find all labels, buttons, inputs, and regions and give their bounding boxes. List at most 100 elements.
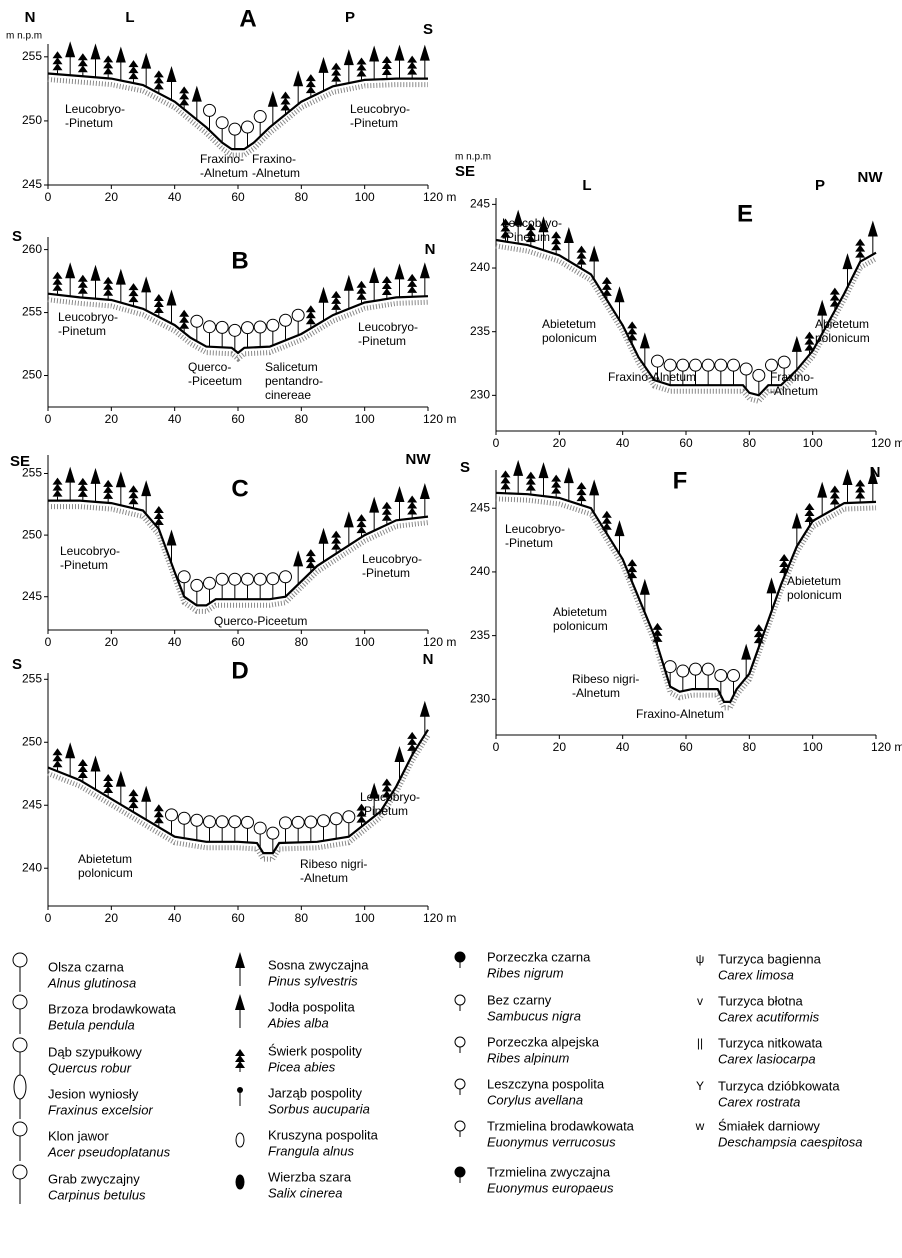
x-tick-label: 20 <box>105 911 119 925</box>
panel: 020406080100120 m245250255CSENWLeucobryo… <box>10 451 456 649</box>
x-tick-label: 40 <box>616 436 630 450</box>
alder-crown <box>292 816 304 828</box>
alder-crown <box>191 315 203 327</box>
pine-crown <box>167 290 177 306</box>
alder-crown <box>280 571 292 583</box>
community-label: -Pinetum <box>350 116 398 130</box>
x-tick-label: 0 <box>45 412 52 426</box>
legend-latin-name: Sorbus aucuparia <box>268 1101 370 1116</box>
direction-label: L <box>582 177 591 194</box>
pine-crown <box>369 267 379 283</box>
spruce-tier <box>306 317 316 324</box>
legend-icon <box>236 1133 244 1147</box>
legend-common-name: Olsza czarna <box>48 959 125 974</box>
panel-letter: F <box>673 467 688 494</box>
legend-icon <box>455 1121 465 1131</box>
spruce-tier <box>154 810 164 817</box>
alder-crown <box>229 123 241 135</box>
panel: 020406080100120 m250255260BSNLeucobryo--… <box>12 228 456 426</box>
legend-icon <box>455 952 465 962</box>
pine-crown <box>91 43 101 59</box>
legend-icon <box>455 995 465 1005</box>
x-tick-label: 40 <box>616 740 630 754</box>
alder-crown <box>242 573 254 585</box>
spruce-tier <box>53 284 63 291</box>
spruce-tier <box>53 490 63 497</box>
y-tick-label: 240 <box>22 860 42 874</box>
x-tick-label: 40 <box>168 190 182 204</box>
panel: 020406080100120 m230235240245FSNLeucobry… <box>460 459 902 754</box>
alder-crown <box>254 321 266 333</box>
x-tick-label: 0 <box>45 911 52 925</box>
community-label: polonicum <box>78 866 133 880</box>
pine-crown <box>741 644 751 660</box>
pine-crown <box>293 550 303 566</box>
legend-common-name: Kruszyna pospolita <box>268 1127 379 1142</box>
community-label: Abietetum <box>78 852 132 866</box>
alder-crown <box>280 314 292 326</box>
pine-crown <box>141 786 151 802</box>
spruce-tier <box>103 486 113 493</box>
spruce-tier <box>855 479 865 486</box>
pine-crown <box>589 245 599 261</box>
pine-crown <box>420 45 430 61</box>
legend-latin-name: Sambucus nigra <box>487 1008 581 1023</box>
x-tick-label: 20 <box>553 436 567 450</box>
spruce-tier <box>78 759 88 766</box>
legend-latin-name: Deschampsia caespitosa <box>718 1134 863 1149</box>
spruce-tier <box>154 70 164 77</box>
alder-crown <box>216 321 228 333</box>
spruce-tier <box>805 503 815 510</box>
spruce-tier <box>78 275 88 282</box>
y-tick-label: 260 <box>22 242 42 256</box>
spruce-tier <box>78 287 88 294</box>
pine-crown <box>640 579 650 595</box>
alder-crown <box>753 369 765 381</box>
community-label: Leucobryo- <box>65 102 125 116</box>
spruce-tier <box>382 62 392 69</box>
direction-label: N <box>423 651 434 668</box>
pine-crown <box>395 486 405 502</box>
pine-crown <box>843 469 853 485</box>
spruce-tier <box>357 287 367 294</box>
alder-crown <box>204 816 216 828</box>
spruce-tier <box>306 311 316 318</box>
community-label: -Alnetum <box>300 871 348 885</box>
alder-crown <box>305 816 317 828</box>
community-label: -Piceetum <box>188 374 242 388</box>
community-label: -Alnetum <box>572 686 620 700</box>
legend-icon: ψ <box>696 952 705 966</box>
community-label: Ribeso nigri- <box>300 857 367 871</box>
pine-crown <box>513 460 523 476</box>
community-label: -Pinetum <box>358 334 406 348</box>
alder-crown <box>229 324 241 336</box>
spruce-tier <box>331 69 341 76</box>
spruce-tier <box>129 491 139 498</box>
legend-latin-name: Corylus avellana <box>487 1092 583 1107</box>
legend-common-name: Świerk pospolity <box>268 1043 362 1058</box>
spruce-tier <box>602 511 612 518</box>
spruce-tier <box>129 283 139 290</box>
legend-common-name: Turzyca dzióbkowata <box>718 1078 840 1093</box>
spruce-tier <box>501 470 511 477</box>
spruce-tier <box>103 289 113 296</box>
spruce-tier <box>331 543 341 550</box>
alder-crown <box>740 363 752 375</box>
spruce-tier <box>382 56 392 63</box>
legend-icon <box>455 1167 465 1177</box>
community-label: Abietetum <box>787 574 841 588</box>
legend-common-name: Jarząb pospolity <box>268 1085 362 1100</box>
pine-crown <box>640 332 650 348</box>
alder-crown <box>242 322 254 334</box>
spruce-tier <box>179 92 189 99</box>
pine-crown <box>868 221 878 237</box>
pine-crown <box>792 512 802 528</box>
alder-crown <box>216 573 228 585</box>
pine-crown <box>369 46 379 62</box>
spruce-tier <box>830 294 840 301</box>
spruce-tier <box>154 294 164 301</box>
spruce-tier <box>179 98 189 105</box>
spruce-tier <box>407 68 417 75</box>
spruce-tier <box>103 283 113 290</box>
pine-crown <box>344 275 354 291</box>
